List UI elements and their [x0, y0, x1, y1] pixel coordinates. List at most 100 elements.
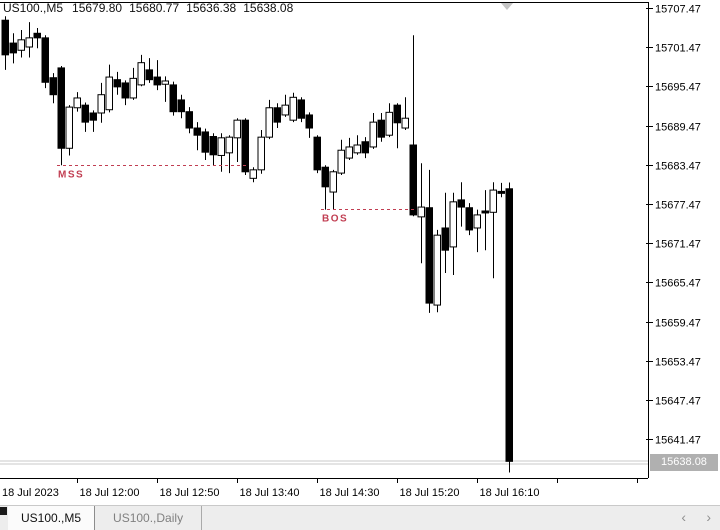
candle-body	[281, 104, 289, 116]
candle-body	[329, 171, 337, 193]
tab-us100-m5[interactable]: US100.,M5	[8, 506, 96, 530]
window-corner-mark	[0, 507, 7, 515]
candle-body	[401, 117, 409, 129]
candle-body	[217, 137, 225, 156]
candle-body	[105, 76, 113, 111]
candle-body	[209, 136, 217, 156]
candle-body	[345, 146, 353, 159]
tab-scroll-right-icon[interactable]: ›	[706, 509, 711, 525]
price-axis-label: 15653.47	[655, 357, 701, 369]
candle-body	[497, 190, 505, 194]
candle-body	[353, 144, 361, 154]
candle-body	[65, 106, 73, 149]
candle-body	[169, 84, 177, 113]
candle-body	[129, 77, 137, 99]
candle-body	[417, 206, 425, 218]
candle-body	[489, 189, 497, 213]
candle-body	[57, 67, 65, 149]
low-value: 15636.38	[186, 1, 237, 15]
price-axis-label: 15665.47	[655, 278, 701, 290]
candle-body	[25, 37, 33, 48]
candle-body	[49, 77, 57, 96]
candle-body	[41, 37, 49, 83]
candle-body	[257, 136, 265, 171]
time-axis-label: 18 Jul 16:10	[480, 487, 540, 499]
candle-body	[97, 94, 105, 114]
price-axis-label: 15659.47	[655, 318, 701, 330]
candle-body	[233, 119, 241, 139]
time-axis-label: 18 Jul 2023	[2, 487, 59, 499]
candle-body	[377, 119, 385, 138]
candle-body	[241, 119, 249, 173]
candle-body	[433, 234, 441, 306]
candle-body	[265, 107, 273, 138]
candle-body	[225, 136, 233, 154]
candle-body	[361, 141, 369, 154]
candle-body	[481, 210, 489, 214]
time-axis-label: 18 Jul 12:00	[80, 487, 140, 499]
candle-body	[473, 214, 481, 229]
candle-body	[81, 104, 89, 123]
chart-tab-bar: US100.,M5 US100.,Daily ‹ ›	[0, 505, 720, 530]
chart-tabs: US100.,M5 US100.,Daily	[8, 506, 203, 530]
candle-body	[121, 82, 129, 99]
time-axis-label: 18 Jul 15:20	[400, 487, 460, 499]
price-axis-label: 15689.47	[655, 122, 701, 134]
candle-body	[153, 76, 161, 86]
candle-body	[249, 169, 257, 179]
candle-body	[313, 136, 321, 171]
symbol-timeframe-label: US100.,M5	[3, 1, 64, 15]
candle-body	[113, 79, 121, 88]
price-axis-label: 15707.47	[655, 4, 701, 16]
candle-body	[193, 127, 201, 136]
candle-body	[369, 121, 377, 148]
tab-us100-daily[interactable]: US100.,Daily	[95, 506, 203, 530]
candle-body	[449, 201, 457, 248]
candle-body	[425, 207, 433, 304]
candle-body	[385, 111, 393, 136]
candle-body	[289, 96, 297, 121]
candle-body	[273, 107, 281, 123]
candle-body	[305, 114, 313, 129]
candle-body	[409, 144, 417, 216]
price-axis-label: 15701.47	[655, 43, 701, 55]
candle-body	[1, 19, 9, 56]
open-value: 15679.80	[72, 1, 123, 15]
structure-level-label: BOS	[322, 214, 348, 225]
tab-scroll-left-icon[interactable]: ‹	[681, 509, 686, 525]
candle-body	[33, 32, 41, 39]
candle-body	[393, 104, 401, 124]
candle-body	[177, 99, 185, 113]
price-axis-label: 15695.47	[655, 82, 701, 94]
close-value: 15638.08	[243, 1, 294, 15]
candle-body	[185, 111, 193, 129]
time-axis-label: 18 Jul 12:50	[160, 487, 220, 499]
candle-body	[297, 99, 305, 119]
candle-body	[505, 188, 513, 462]
time-axis-label: 18 Jul 13:40	[240, 487, 300, 499]
candle-body	[465, 207, 473, 231]
price-axis-label: 15677.47	[655, 200, 701, 212]
candle-body	[337, 149, 345, 174]
time-axis-label: 18 Jul 14:30	[320, 487, 380, 499]
candle-body	[9, 42, 17, 54]
price-axis-label: 15647.47	[655, 396, 701, 408]
candle-body	[17, 39, 25, 51]
candle-body	[145, 69, 153, 81]
price-axis-label: 15683.47	[655, 161, 701, 173]
candle-body	[321, 166, 329, 188]
high-value: 15680.77	[129, 1, 180, 15]
structure-level-label: MSS	[58, 170, 84, 181]
candle-body	[89, 112, 97, 121]
candle-body	[137, 62, 145, 86]
candle-body	[161, 80, 169, 85]
chart-title: US100.,M5 15679.80 15680.77 15636.38 15638.0…	[3, 1, 300, 15]
current-price-badge: 15638.08	[650, 454, 718, 471]
price-axis-label: 15641.47	[655, 435, 701, 447]
price-chart-canvas[interactable]: 15707.47 15701.47 15695.47 15689.47 15683.47…	[0, 0, 720, 505]
candle-body	[73, 97, 81, 109]
price-axis-label: 15671.47	[655, 239, 701, 251]
candle-body	[457, 199, 465, 208]
candle-body	[201, 131, 209, 153]
